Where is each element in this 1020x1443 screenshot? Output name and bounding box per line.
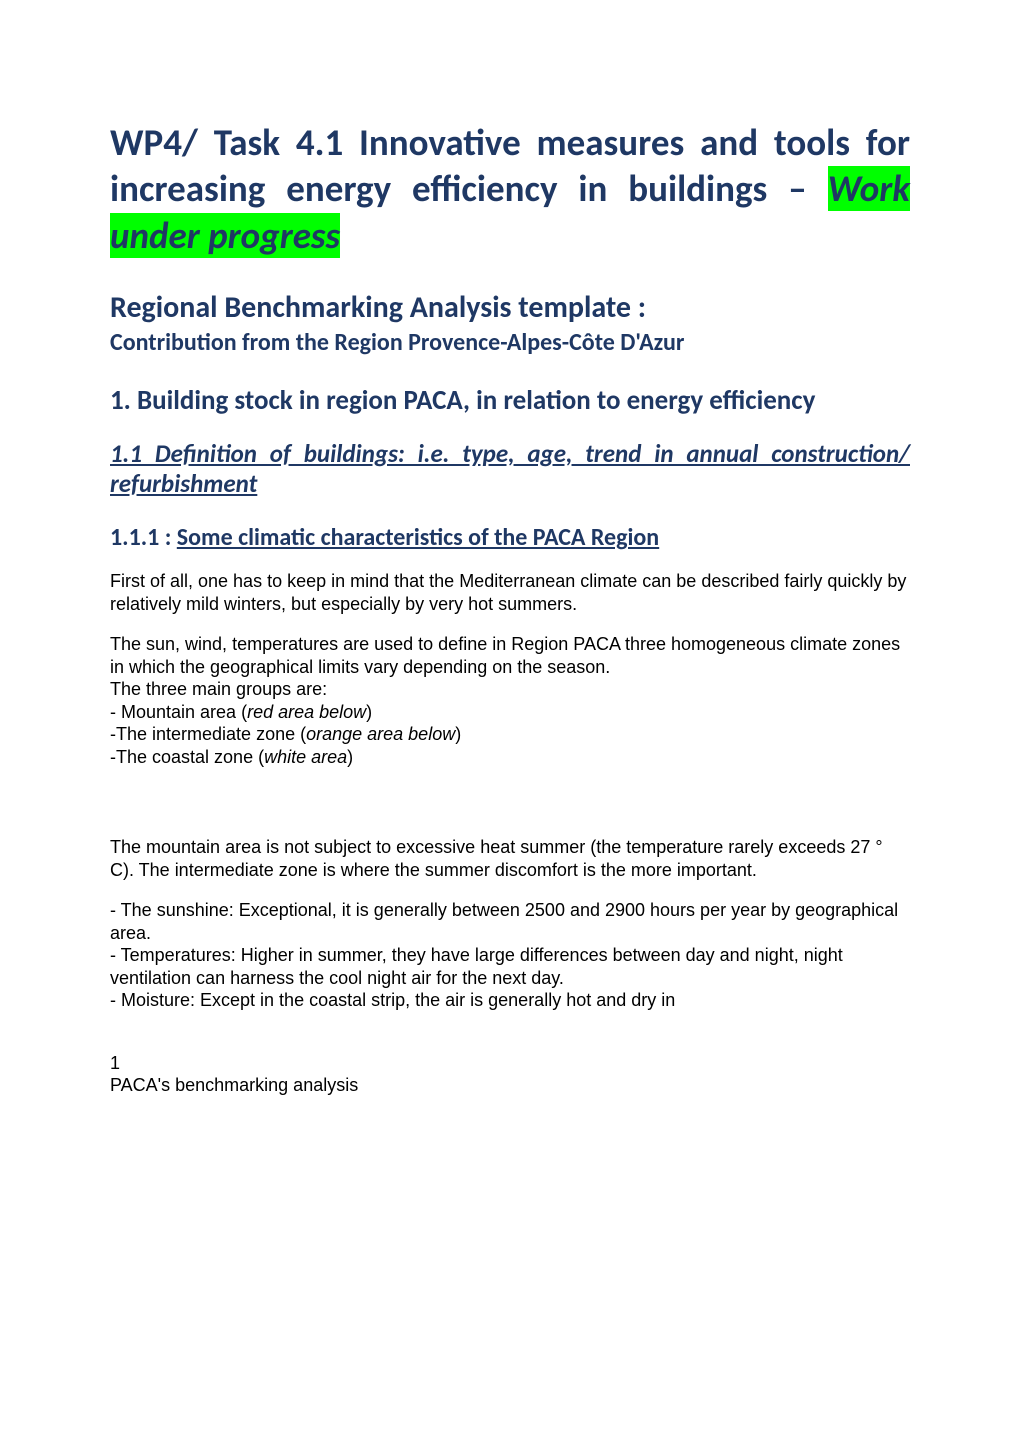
subsubsection-1-1-1: 1.1.1 : Some climatic characteristics of… bbox=[110, 523, 910, 552]
paragraph-2-block: The sun, wind, temperatures are used to … bbox=[110, 633, 910, 768]
paragraph-2d: -The intermediate zone (orange area belo… bbox=[110, 723, 910, 746]
p2c-italic: red area below bbox=[247, 702, 366, 722]
p2e-post: ) bbox=[347, 747, 353, 767]
main-title: WP4/ Task 4.1 Innovative measures and to… bbox=[110, 120, 910, 259]
paragraph-2a: The sun, wind, temperatures are used to … bbox=[110, 633, 910, 678]
p2d-post: ) bbox=[455, 724, 461, 744]
p2c-post: ) bbox=[366, 702, 372, 722]
paragraph-1: First of all, one has to keep in mind th… bbox=[110, 570, 910, 615]
paragraph-4c: - Moisture: Except in the coastal strip,… bbox=[110, 989, 910, 1012]
subtitle-line1: Regional Benchmarking Analysis template … bbox=[110, 289, 910, 326]
p2d-italic: orange area below bbox=[306, 724, 455, 744]
p2e-italic: white area bbox=[264, 747, 347, 767]
page-number: 1 bbox=[110, 1052, 910, 1075]
footer-label: PACA's benchmarking analysis bbox=[110, 1074, 910, 1097]
subsub-prefix: 1.1.1 : bbox=[110, 523, 177, 552]
paragraph-3: The mountain area is not subject to exce… bbox=[110, 836, 910, 881]
section-1-heading: 1. Building stock in region PACA, in rel… bbox=[110, 385, 910, 417]
paragraph-2c: - Mountain area (red area below) bbox=[110, 701, 910, 724]
subsection-1-1: 1.1 Definition of buildings: i.e. type, … bbox=[110, 439, 910, 499]
paragraph-4b: - Temperatures: Higher in summer, they h… bbox=[110, 944, 910, 989]
title-text: WP4/ Task 4.1 Innovative measures and to… bbox=[110, 120, 910, 211]
p2d-pre: -The intermediate zone ( bbox=[110, 724, 306, 744]
spacer bbox=[110, 786, 910, 836]
paragraph-2e: -The coastal zone (white area) bbox=[110, 746, 910, 769]
document-page: WP4/ Task 4.1 Innovative measures and to… bbox=[0, 0, 1020, 1157]
p2e-pre: -The coastal zone ( bbox=[110, 747, 264, 767]
page-footer: 1 PACA's benchmarking analysis bbox=[110, 1052, 910, 1097]
subsub-text: Some climatic characteristics of the PAC… bbox=[177, 523, 659, 552]
paragraph-4a: - The sunshine: Exceptional, it is gener… bbox=[110, 899, 910, 944]
subtitle-line2: Contribution from the Region Provence-Al… bbox=[110, 328, 910, 357]
p2c-pre: - Mountain area ( bbox=[110, 702, 247, 722]
paragraph-4-block: - The sunshine: Exceptional, it is gener… bbox=[110, 899, 910, 1012]
paragraph-2b: The three main groups are: bbox=[110, 678, 910, 701]
